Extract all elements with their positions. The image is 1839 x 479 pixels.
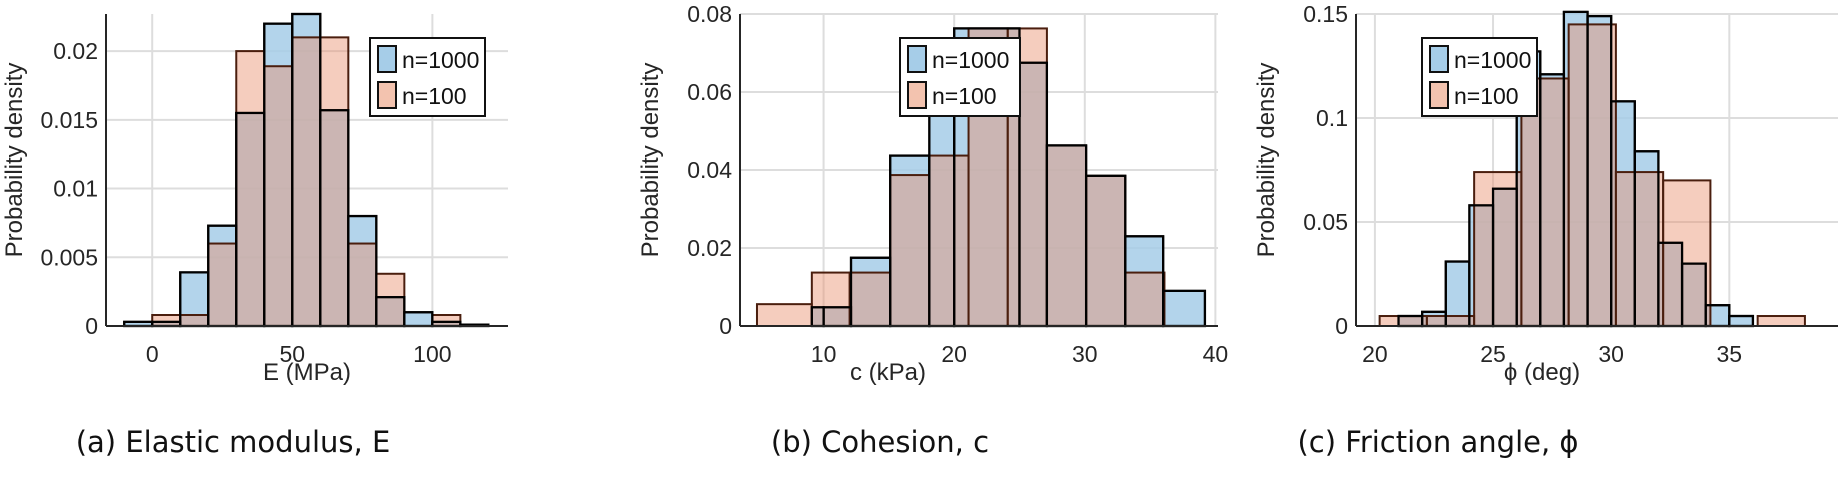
bar-n1000	[1162, 289, 1207, 328]
bar-n100	[291, 36, 322, 328]
bar-n100	[1473, 171, 1523, 327]
legend-label-n1000: n=1000	[932, 47, 1009, 73]
panel-caption: (a) Elastic modulus, E	[76, 425, 391, 459]
bar-n100	[1425, 315, 1476, 327]
bar-n100	[431, 314, 462, 327]
y-axis-label: Probability density	[1253, 63, 1280, 258]
panel-caption: (b) Cohesion, c	[771, 425, 989, 459]
y-tick-label: 0	[85, 313, 98, 339]
bar-n100	[755, 303, 813, 328]
bar-n1000	[403, 311, 434, 328]
bar-n100	[235, 50, 266, 327]
x-axis-label: c (kPa)	[850, 359, 926, 386]
bar-n1000	[1728, 314, 1755, 328]
legend-swatch-n100	[1429, 81, 1449, 109]
legend-swatch-n100	[907, 81, 927, 109]
x-axis-label: ϕ (deg)	[1504, 359, 1580, 386]
panel-b: 10 20 30 40 0 0.02 0.04 0.06 0.08 c (kPa) Probabil…	[637, 1, 1228, 459]
legend-swatch-n1000	[907, 45, 927, 73]
legend-label-n100: n=100	[402, 83, 467, 109]
bar-n100	[151, 314, 182, 327]
panel-a: 0 50 100 0 0.005 0.01 0.015 0.02 E (MPa) Probabil…	[1, 12, 508, 459]
bar-n1000	[207, 224, 238, 328]
bar-n100	[1520, 77, 1570, 328]
legend-swatch-n100	[377, 81, 397, 109]
x-tick-label: 20	[1362, 341, 1388, 367]
legend-label-n1000: n=1000	[1454, 47, 1531, 73]
bar-n100	[810, 271, 851, 328]
bar-n100	[375, 272, 406, 328]
y-tick-label: 0.02	[687, 235, 732, 261]
bar-n100	[1614, 171, 1665, 327]
bar-n100	[1567, 23, 1617, 328]
y-tick-label: 0.05	[1303, 209, 1348, 235]
y-tick-label: 0.01	[53, 176, 98, 202]
legend-label-n100: n=100	[932, 83, 997, 109]
x-tick-label: 10	[811, 341, 837, 367]
legend: n=1000 n=100	[1421, 37, 1538, 117]
bar-n100	[848, 271, 892, 328]
panel-caption: (c) Friction angle, ϕ	[1297, 425, 1578, 459]
x-tick-label: 30	[1072, 341, 1098, 367]
legend: n=1000 n=100	[369, 37, 486, 117]
legend-swatch-n1000	[377, 45, 397, 73]
y-tick-label: 0	[1335, 313, 1348, 339]
y-tick-label: 0.02	[53, 38, 98, 64]
bar-n100	[263, 65, 294, 328]
bar-n100	[889, 174, 931, 327]
x-tick-label: 50	[279, 341, 305, 367]
x-tick-label: 30	[1598, 341, 1624, 367]
bar-n100	[1662, 179, 1712, 327]
y-tick-label: 0.04	[687, 157, 732, 183]
x-axis-label: E (MPa)	[263, 359, 351, 386]
bar-n100	[1756, 315, 1806, 327]
legend-label-n100: n=100	[1454, 83, 1519, 109]
y-tick-label: 0.06	[687, 79, 732, 105]
bar-n1000	[291, 12, 322, 328]
bar-n1000	[263, 22, 294, 328]
x-tick-label: 20	[941, 341, 967, 367]
panel-c: 20 25 30 35 0 0.05 0.1 0.15 ϕ (deg) Probability d…	[1253, 1, 1838, 459]
y-tick-label: 0.015	[40, 107, 98, 133]
bar-n100	[1124, 271, 1166, 328]
y-tick-label: 0	[719, 313, 732, 339]
bar-n100	[319, 36, 350, 328]
bar-n100	[1045, 144, 1088, 327]
x-tick-label: 0	[146, 341, 159, 367]
bar-n100	[179, 314, 210, 327]
y-tick-label: 0.15	[1303, 1, 1348, 27]
bar-n100	[347, 242, 378, 327]
y-axis-label: Probability density	[1, 63, 28, 258]
bar-n100	[928, 154, 970, 327]
y-tick-label: 0.005	[40, 244, 98, 270]
x-tick-label: 100	[413, 341, 451, 367]
legend: n=1000 n=100	[899, 37, 1021, 117]
bar-n100	[1378, 315, 1428, 327]
bar-n1000	[1045, 144, 1088, 328]
bar-n100	[1085, 174, 1127, 327]
legend-label-n1000: n=1000	[402, 47, 479, 73]
x-tick-label: 40	[1203, 341, 1229, 367]
y-tick-label: 0.08	[687, 1, 732, 27]
y-tick-label: 0.1	[1316, 105, 1348, 131]
x-tick-label: 25	[1480, 341, 1506, 367]
bar-n100	[207, 242, 238, 327]
x-tick-label: 35	[1717, 341, 1743, 367]
legend-swatch-n1000	[1429, 45, 1449, 73]
y-axis-label: Probability density	[637, 63, 664, 258]
